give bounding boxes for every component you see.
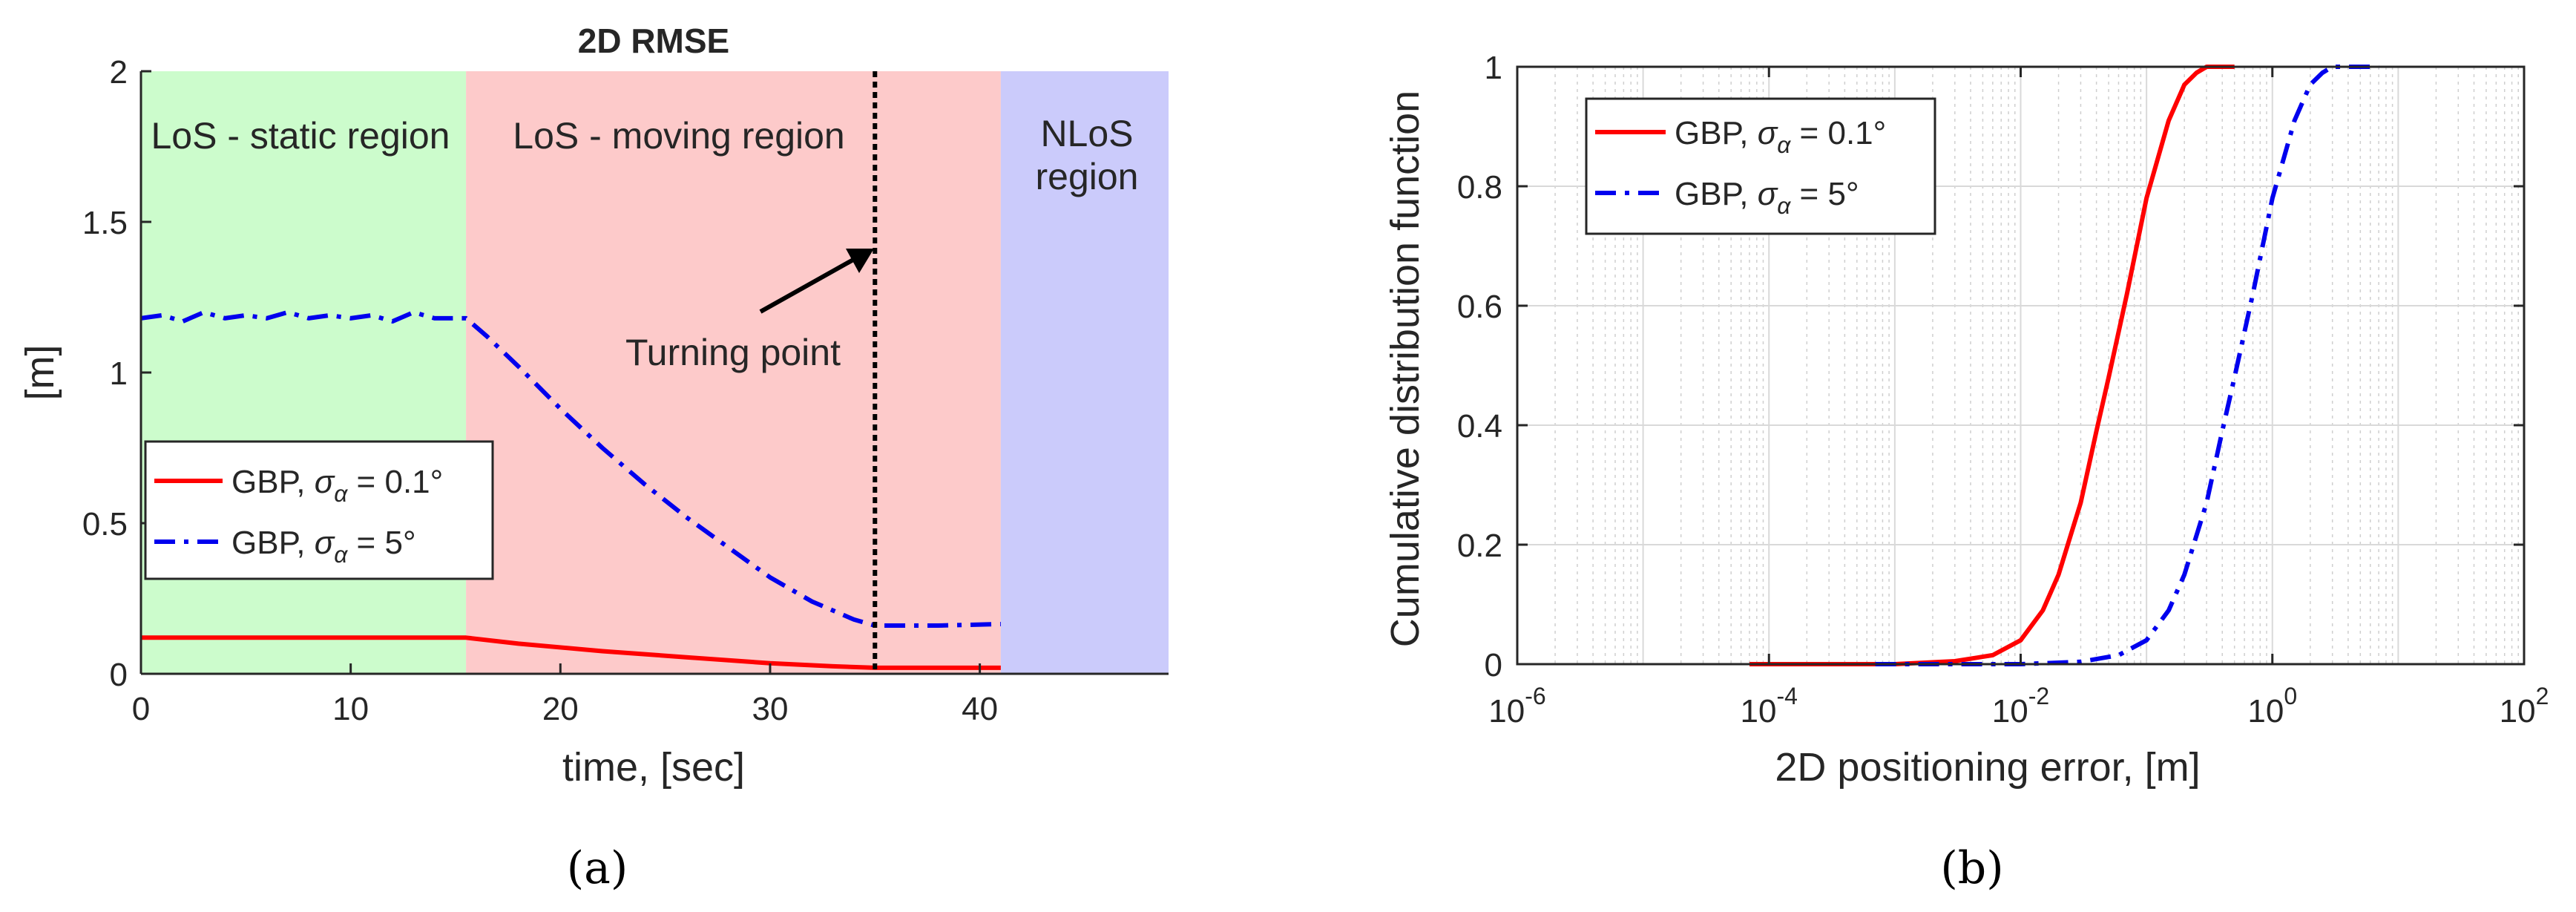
legend-label: GBP, σα = 0.1°: [231, 464, 443, 507]
chart-a-xlabel: time, [sec]: [562, 745, 745, 790]
panel-label-a: (a): [567, 842, 628, 894]
y-tick-label: 1.5: [82, 205, 128, 241]
x-tick-label: 10: [332, 691, 369, 727]
legend-label: GBP, σα = 5°: [231, 525, 416, 568]
chart-a-title: 2D RMSE: [578, 22, 729, 60]
x-tick-label: 10-4: [1741, 683, 1798, 729]
chart-panel-a: LoS - static region LoS - moving region NL…: [18, 22, 1169, 894]
x-tick-label: 10-2: [1992, 683, 2049, 729]
y-tick-label: 0.6: [1457, 289, 1502, 325]
region-label-2-0: NLoS: [1040, 113, 1133, 154]
arrow-head-icon: [846, 249, 874, 273]
series-line-0: [1749, 65, 2235, 666]
x-tick-label: 40: [962, 691, 998, 727]
x-tick-label: 10-6: [1488, 683, 1545, 729]
region-label-1: LoS - moving region: [513, 115, 844, 157]
y-tick-label: 1: [110, 355, 128, 392]
chart-b-xlabel: 2D positioning error, [m]: [1775, 745, 2200, 790]
y-tick-label: 0: [1485, 647, 1502, 683]
y-tick-label: 0.4: [1457, 408, 1502, 444]
chart-b-ylabel: Cumulative distribution function: [1383, 91, 1427, 647]
y-tick-label: 0.5: [82, 506, 128, 542]
turning-point-arrow: [759, 257, 855, 314]
x-tick-label: 100: [2247, 683, 2297, 729]
y-tick-label: 0: [110, 657, 128, 693]
region-2: [1000, 71, 1169, 674]
legend-box: [144, 440, 494, 580]
y-tick-label: 0.8: [1457, 169, 1502, 206]
chart-a-ylabel: [m]: [18, 345, 62, 401]
x-tick-label: 0: [132, 691, 150, 727]
y-tick-label: 0.2: [1457, 528, 1502, 564]
region-1: [466, 71, 1001, 674]
legend-box: [1585, 97, 1936, 235]
y-tick-label: 1: [1485, 50, 1502, 86]
y-tick-label: 2: [110, 54, 128, 91]
series-line-1: [140, 309, 1001, 628]
legend-label: GBP, σα = 0.1°: [1675, 115, 1886, 158]
region-label-2-1: region: [1036, 156, 1139, 197]
chart-panel-b: 10-6 10-4 10-2 100 102 0 0.2 0.4 0.6 0.8 1 2D posi…: [1383, 50, 2549, 894]
x-tick-label: 20: [542, 691, 579, 727]
x-tick-label: 30: [752, 691, 788, 727]
region-label-0: LoS - static region: [151, 115, 450, 157]
series-line-0: [141, 635, 1001, 670]
panel-label-b: (b): [1940, 842, 2003, 894]
legend-label: GBP, σα = 5°: [1675, 176, 1859, 219]
region-0: [141, 71, 467, 674]
x-tick-label: 102: [2500, 683, 2549, 729]
turning-point-label: Turning point: [625, 332, 841, 373]
